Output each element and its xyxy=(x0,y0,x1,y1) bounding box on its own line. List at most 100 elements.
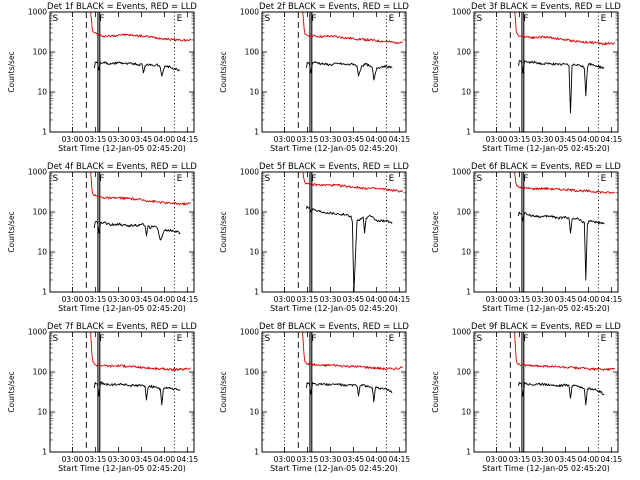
y-tick-label: 1000 xyxy=(452,168,471,177)
interval-marker-flare: F xyxy=(311,174,316,184)
x-tick-label: 04:00 xyxy=(578,135,600,144)
y-tick-label: 1000 xyxy=(28,328,47,337)
interval-marker-flare: F xyxy=(99,334,104,344)
y-tick-label: 100 xyxy=(245,208,260,217)
y-tick-label: 100 xyxy=(33,208,48,217)
y-tick-label: 10 xyxy=(249,248,259,257)
interval-marker-flare: F xyxy=(99,174,104,184)
lld-series-line xyxy=(514,171,615,195)
y-axis-label: Counts/sec xyxy=(219,371,228,412)
interval-marker-start: S xyxy=(53,14,59,24)
interval-marker-start: S xyxy=(265,14,271,24)
x-tick-label: 03:30 xyxy=(532,295,554,304)
x-tick-label: 04:15 xyxy=(601,295,623,304)
x-axis-label: Start Time (12-Jan-05 02:45:20) xyxy=(482,464,610,473)
x-axis-label: Start Time (12-Jan-05 02:45:20) xyxy=(482,304,610,313)
x-tick-label: 03:30 xyxy=(108,455,130,464)
x-axis-label: Start Time (12-Jan-05 02:45:20) xyxy=(270,304,398,313)
plot-frame xyxy=(473,331,619,453)
x-tick-label: 03:45 xyxy=(555,135,577,144)
detector-panel-5: Det 5f BLACK = Events, RED = LLD Counts/s… xyxy=(219,162,410,313)
x-tick-label: 04:15 xyxy=(177,295,199,304)
detector-panel-3: Det 3f BLACK = Events, RED = LLD Counts/s… xyxy=(431,2,622,153)
lld-series-line xyxy=(302,331,403,371)
y-axis-label: Counts/sec xyxy=(7,211,16,252)
x-axis-label: Start Time (12-Jan-05 02:45:20) xyxy=(58,144,186,153)
lld-series-line xyxy=(514,331,615,371)
y-tick-label: 100 xyxy=(33,48,48,57)
y-tick-label: 100 xyxy=(33,368,48,377)
plot-frame xyxy=(261,331,407,453)
x-tick-label: 03:45 xyxy=(343,295,365,304)
panel-title: Det 8f BLACK = Events, RED = LLD xyxy=(259,322,409,332)
y-tick-label: 1 xyxy=(466,448,471,457)
panel-title: Det 5f BLACK = Events, RED = LLD xyxy=(259,162,409,172)
y-tick-label: 100 xyxy=(457,368,472,377)
x-tick-label: 03:00 xyxy=(62,135,84,144)
x-axis-label: Start Time (12-Jan-05 02:45:20) xyxy=(270,464,398,473)
y-tick-label: 1000 xyxy=(28,168,47,177)
interval-marker-start: S xyxy=(477,334,483,344)
events-series-line xyxy=(305,61,393,81)
y-tick-label: 10 xyxy=(249,408,259,417)
x-tick-label: 03:00 xyxy=(274,295,296,304)
y-tick-label: 100 xyxy=(245,48,260,57)
plot-frame xyxy=(49,331,195,453)
x-tick-label: 03:45 xyxy=(343,135,365,144)
x-tick-label: 04:00 xyxy=(366,135,388,144)
interval-marker-start: S xyxy=(53,334,59,344)
x-tick-label: 04:15 xyxy=(389,295,411,304)
plot-frame xyxy=(473,11,619,133)
detector-panel-8: Det 8f BLACK = Events, RED = LLD Counts/s… xyxy=(219,322,410,473)
x-tick-label: 04:15 xyxy=(177,135,199,144)
x-axis-label: Start Time (12-Jan-05 02:45:20) xyxy=(58,464,186,473)
interval-marker-start: S xyxy=(265,334,271,344)
y-axis-label: Counts/sec xyxy=(431,51,440,92)
x-tick-label: 04:15 xyxy=(389,455,411,464)
panel-title: Det 9f BLACK = Events, RED = LLD xyxy=(471,322,621,332)
y-tick-label: 1 xyxy=(42,128,47,137)
y-tick-label: 100 xyxy=(457,48,472,57)
x-tick-label: 04:00 xyxy=(366,295,388,304)
y-tick-label: 1 xyxy=(254,448,259,457)
x-axis-label: Start Time (12-Jan-05 02:45:20) xyxy=(482,144,610,153)
interval-marker-end: E xyxy=(601,174,607,184)
x-tick-label: 03:30 xyxy=(532,455,554,464)
interval-marker-end: E xyxy=(177,14,183,24)
x-axis-label: Start Time (12-Jan-05 02:45:20) xyxy=(58,304,186,313)
y-tick-label: 10 xyxy=(461,248,471,257)
x-tick-label: 04:00 xyxy=(578,295,600,304)
events-series-line xyxy=(305,381,393,403)
y-tick-label: 1000 xyxy=(240,328,259,337)
detector-panel-4: Det 4f BLACK = Events, RED = LLD Counts/s… xyxy=(7,162,198,313)
x-tick-label: 03:00 xyxy=(486,135,508,144)
x-tick-label: 03:30 xyxy=(108,295,130,304)
y-tick-label: 100 xyxy=(245,368,260,377)
plot-frame xyxy=(49,11,195,133)
panel-title: Det 1f BLACK = Events, RED = LLD xyxy=(47,2,197,12)
detector-panel-1: Det 1f BLACK = Events, RED = LLD Counts/s… xyxy=(7,2,198,153)
x-tick-label: 03:45 xyxy=(555,295,577,304)
interval-marker-flare: F xyxy=(523,174,528,184)
x-tick-label: 04:15 xyxy=(177,455,199,464)
x-tick-label: 04:15 xyxy=(601,135,623,144)
x-tick-label: 04:15 xyxy=(389,135,411,144)
detector-panel-9: Det 9f BLACK = Events, RED = LLD Counts/s… xyxy=(431,322,622,473)
x-tick-label: 04:15 xyxy=(601,455,623,464)
events-series-line xyxy=(517,381,605,406)
lld-series-line xyxy=(514,11,616,46)
x-tick-label: 04:00 xyxy=(154,455,176,464)
lld-series-line xyxy=(90,331,191,372)
x-tick-label: 03:45 xyxy=(131,295,153,304)
lld-series-line xyxy=(90,171,192,206)
x-tick-label: 03:00 xyxy=(274,135,296,144)
x-tick-label: 03:45 xyxy=(131,135,153,144)
detector-panel-7: Det 7f BLACK = Events, RED = LLD Counts/s… xyxy=(7,322,198,473)
y-tick-label: 1 xyxy=(254,128,259,137)
y-axis-label: Counts/sec xyxy=(431,371,440,412)
x-tick-label: 03:00 xyxy=(62,295,84,304)
interval-marker-end: E xyxy=(389,334,395,344)
x-tick-label: 03:15 xyxy=(509,455,531,464)
interval-marker-flare: F xyxy=(99,14,104,24)
